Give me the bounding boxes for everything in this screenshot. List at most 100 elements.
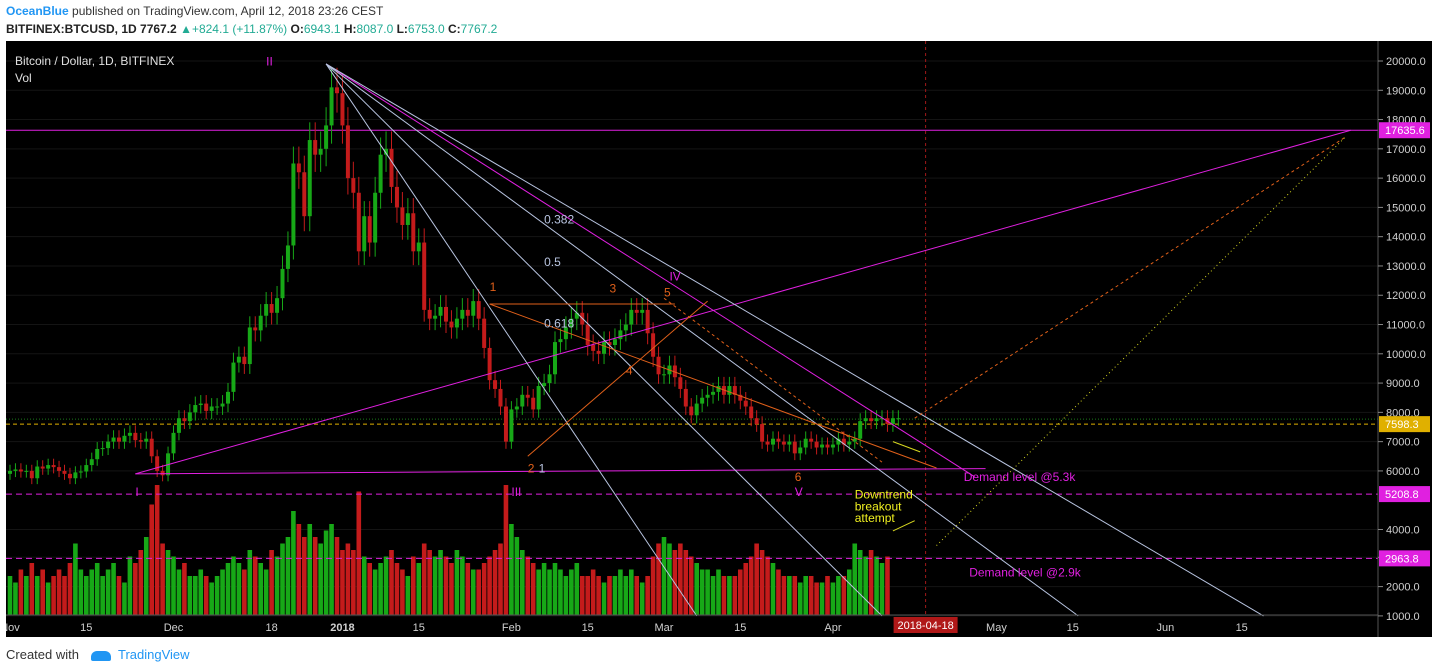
- candle-body: [264, 304, 269, 316]
- candle-body: [602, 342, 607, 354]
- chart-annotation: 6: [795, 470, 802, 484]
- price-tick-label: 1000.0: [1386, 611, 1420, 623]
- volume-bar: [427, 550, 432, 615]
- volume-bar: [171, 556, 176, 615]
- chart-annotation: 1: [490, 280, 497, 294]
- candle-body: [258, 315, 263, 331]
- volume-bar: [558, 569, 563, 615]
- volume-bar: [416, 563, 422, 615]
- price-tick-label: 4000.0: [1386, 524, 1420, 536]
- volume-bar: [639, 582, 645, 615]
- volume-bar: [242, 569, 247, 615]
- time-axis[interactable]: Nov 15 Dec 18 2018 15 Feb 15 Mar 15 Apr 2018-04-18 M…: [6, 617, 1248, 634]
- candle-body: [874, 418, 879, 422]
- volume-bar: [656, 543, 661, 615]
- volume-bar: [465, 563, 471, 615]
- candle-body: [493, 380, 498, 389]
- volume-bar: [176, 569, 182, 615]
- volume-bar: [841, 576, 847, 615]
- volume-bar: [487, 556, 492, 615]
- demand-support-line: [135, 468, 986, 475]
- volume-bar: [116, 576, 122, 615]
- candle-body: [531, 397, 536, 410]
- volume-bar: [160, 543, 165, 615]
- volume-bar: [269, 550, 274, 615]
- volume-bar: [67, 563, 73, 615]
- tradingview-link[interactable]: TradingView: [118, 647, 190, 662]
- candle-body: [400, 207, 405, 225]
- volume-bar: [683, 550, 689, 615]
- candle-body: [362, 216, 367, 252]
- candle-body: [449, 321, 454, 328]
- volume-bar: [525, 556, 531, 615]
- candle-body: [547, 374, 552, 384]
- volume-bar: [885, 556, 890, 615]
- candle-body: [640, 309, 645, 313]
- volume-bar: [574, 563, 580, 615]
- wave-channel-diagonal: [489, 303, 937, 469]
- candle-body: [182, 418, 187, 422]
- volume-bar: [84, 576, 89, 615]
- candle-body: [536, 386, 541, 410]
- candle-body: [133, 432, 138, 441]
- time-tick-label: 15: [413, 622, 425, 634]
- price-change: +824.1 (+11.87%): [191, 22, 288, 36]
- candle-body: [858, 421, 863, 439]
- footer: Created with TradingView: [6, 647, 190, 662]
- volume-bar: [868, 550, 874, 615]
- chart-annotation: 0.5: [544, 255, 561, 269]
- candle-body: [160, 470, 165, 476]
- chart-annotation: 0.382: [544, 213, 574, 227]
- candle-body: [78, 471, 83, 473]
- candle-body: [863, 418, 868, 422]
- candle-body: [46, 465, 51, 469]
- volume-bar: [585, 576, 590, 615]
- candle-body: [825, 444, 830, 448]
- candle-body: [67, 473, 72, 479]
- publisher-name[interactable]: OceanBlue: [6, 4, 69, 18]
- volume-bar: [356, 491, 362, 615]
- candle-body: [280, 268, 285, 299]
- candle-body: [749, 406, 754, 419]
- price-axis[interactable]: 20000.019000.018000.017000.016000.015000…: [1378, 56, 1430, 623]
- volume-bar: [792, 576, 798, 615]
- candle-body: [411, 213, 416, 252]
- volume-bar: [748, 556, 754, 615]
- price-tick-label: 15000.0: [1386, 202, 1426, 214]
- candle-body: [623, 324, 628, 331]
- candle-body: [700, 397, 705, 404]
- volume-bar: [323, 530, 329, 615]
- volume-bar: [732, 576, 738, 615]
- volume-bar: [863, 556, 868, 615]
- candle-body: [694, 403, 699, 416]
- volume-bar: [759, 550, 765, 615]
- candle-body: [553, 342, 557, 375]
- volume-bar: [209, 582, 214, 615]
- candle-body: [193, 405, 198, 413]
- candle-body: [880, 418, 884, 420]
- volume-bar: [694, 563, 699, 615]
- breakout-projection-line: [936, 136, 1346, 546]
- price-tick-label: 16000.0: [1386, 173, 1426, 185]
- candle-body: [378, 154, 383, 193]
- volume-bar: [372, 569, 378, 615]
- candle-body: [24, 470, 29, 472]
- candle-body: [226, 391, 230, 404]
- volume-bar: [154, 485, 160, 615]
- low-label: L:: [396, 22, 408, 36]
- candle-body: [62, 470, 67, 474]
- volume-bar: [411, 556, 416, 615]
- candle-body: [498, 388, 503, 407]
- volume-bar: [89, 569, 95, 615]
- volume-bar: [754, 543, 759, 615]
- volume-bar: [443, 556, 449, 615]
- chart-annotation: 1: [539, 461, 546, 475]
- candle-body: [427, 309, 432, 319]
- volume-bar: [847, 569, 852, 615]
- fib-fan-line-0618: [325, 63, 883, 617]
- candle-body: [629, 309, 634, 325]
- volume-bar: [645, 576, 650, 615]
- volume-bar: [231, 556, 236, 615]
